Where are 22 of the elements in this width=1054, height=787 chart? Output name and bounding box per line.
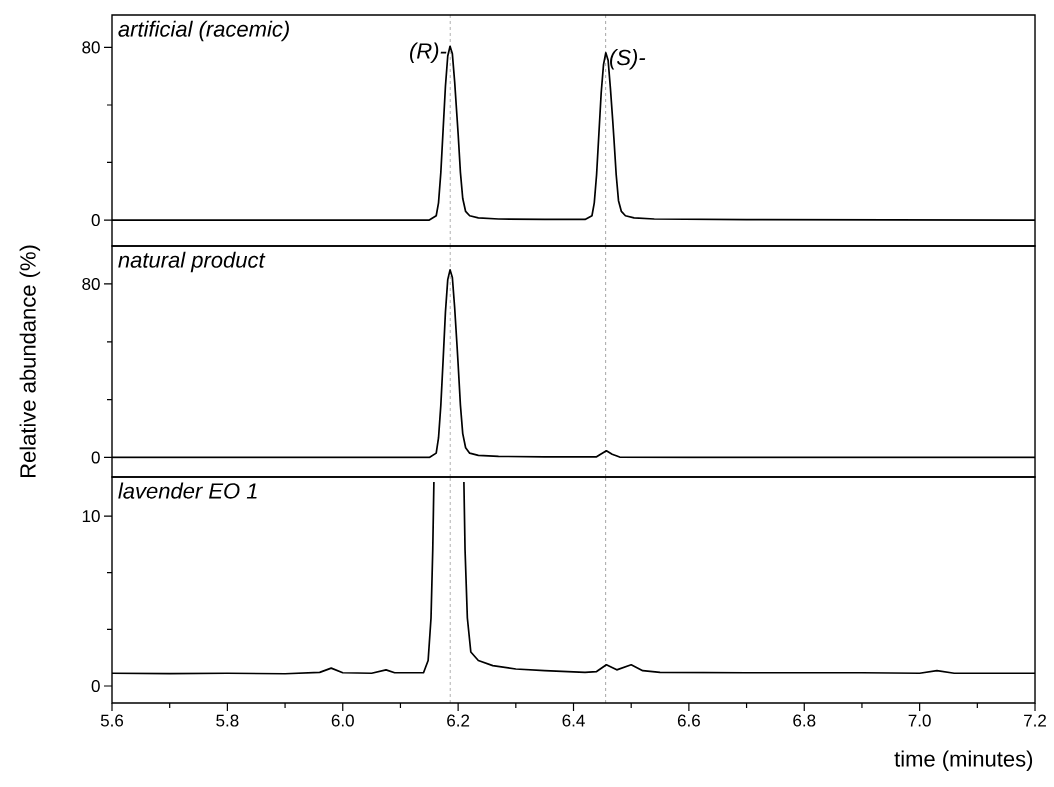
y-tick-label: 80 bbox=[82, 41, 100, 54]
x-tick-label: 6.0 bbox=[331, 714, 354, 727]
x-tick-label: 5.8 bbox=[216, 714, 239, 727]
annotation: (S)- bbox=[610, 49, 646, 70]
y-tick-label: 0 bbox=[91, 214, 100, 227]
chart-title: artificial (racemic) bbox=[118, 20, 289, 42]
x-tick-label: 6.4 bbox=[562, 714, 585, 727]
annotation: (R)- bbox=[410, 42, 447, 64]
chart-title: lavender EO 1 bbox=[118, 482, 257, 499]
y-tick-label: 80 bbox=[82, 277, 100, 290]
y-tick-label: 0 bbox=[91, 451, 100, 464]
x-tick-label: 6.8 bbox=[793, 714, 816, 727]
x-tick-label: 7.0 bbox=[908, 714, 931, 727]
chart-title: natural product bbox=[118, 251, 266, 273]
y-tick-label: 10 bbox=[82, 510, 100, 523]
x-tick-label: 5.6 bbox=[100, 714, 124, 727]
x-tick-label: 6.6 bbox=[677, 714, 700, 727]
x-tick-label: 6.2 bbox=[447, 714, 470, 727]
x-tick-label: 7.2 bbox=[1024, 714, 1046, 727]
y-axis-title: Relative abundance (%) bbox=[19, 245, 41, 478]
y-tick-label: 0 bbox=[91, 679, 100, 693]
x-axis-title: time (minutes) bbox=[894, 750, 1033, 772]
